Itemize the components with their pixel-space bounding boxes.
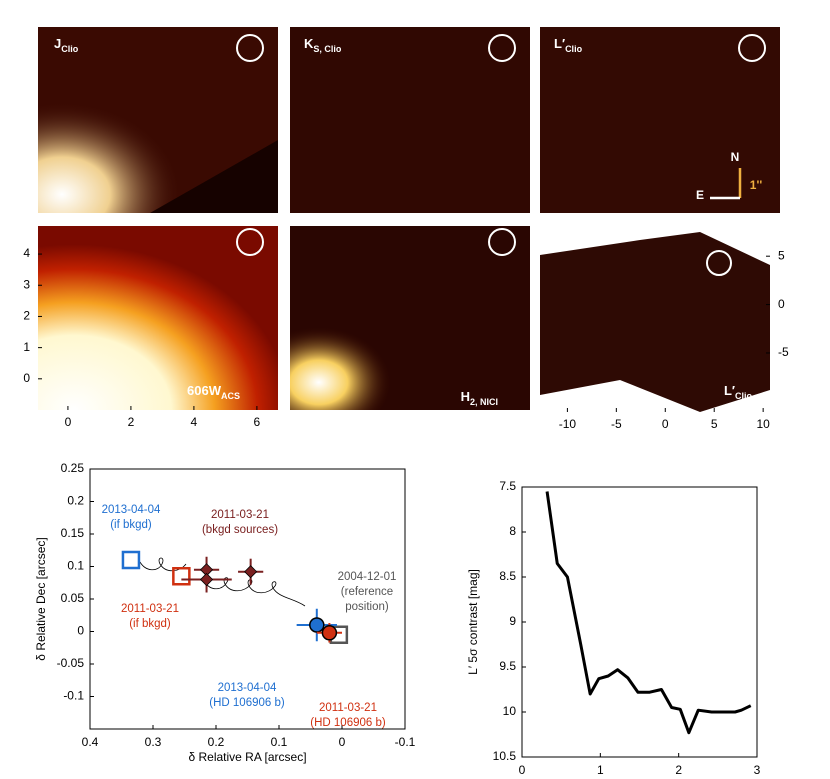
label-main: 606W xyxy=(187,383,222,398)
y-tick-label: 1 xyxy=(23,340,30,354)
y-tick-label: 0 xyxy=(77,624,84,638)
annotation: 2011-03-21 xyxy=(121,603,179,615)
x-tick-label: 0.3 xyxy=(145,735,162,749)
annotation: 2004-12-01 xyxy=(338,571,397,583)
x-tick-label: 0.2 xyxy=(208,735,225,749)
label-main: H xyxy=(461,389,470,404)
x-tick-label: 0 xyxy=(519,763,526,777)
annotation: (if bkgd) xyxy=(110,519,152,531)
y-tick-label: 7.5 xyxy=(499,479,516,493)
panel-label: 606WACS xyxy=(187,383,240,401)
annotation: (HD 106906 b) xyxy=(209,697,285,709)
y-tick-label: 9.5 xyxy=(499,659,516,673)
y-tick-label: 9 xyxy=(509,614,516,628)
compass-east: E xyxy=(696,188,704,202)
y-tick-label: 0 xyxy=(778,297,785,311)
x-tick-label: 0.1 xyxy=(271,735,288,749)
x-tick-label: 2 xyxy=(675,763,682,777)
x-tick-label: -10 xyxy=(559,417,577,431)
contrast-frame xyxy=(521,486,758,758)
y-tick-label: 0.15 xyxy=(61,526,85,540)
label-sub: Clio xyxy=(565,44,583,54)
y-tick-label: 10 xyxy=(503,704,517,718)
circle-marker xyxy=(309,617,325,633)
label-main: J xyxy=(54,36,61,51)
contrast-curve xyxy=(545,491,752,735)
annotation: 2013-04-04 xyxy=(218,682,277,694)
label-main: L′ xyxy=(724,383,735,398)
annotation: (reference xyxy=(341,586,393,598)
diamond-marker xyxy=(244,565,258,579)
x-tick-label: -0.1 xyxy=(395,735,416,749)
y-tick-label: 0 xyxy=(23,371,30,385)
compass-scale: 1'' xyxy=(750,178,763,192)
x-tick-label: 0.4 xyxy=(82,735,99,749)
x-tick-label: 4 xyxy=(191,415,198,429)
y-axis-label: δ Relative Dec [arcsec] xyxy=(34,537,48,660)
image-mask xyxy=(150,140,278,213)
x-tick-label: 0 xyxy=(339,735,346,749)
y-tick-label: 4 xyxy=(23,246,30,260)
label-sub: Clio xyxy=(735,391,753,401)
y-tick-label: 8 xyxy=(509,524,516,538)
parallax-track xyxy=(139,557,306,607)
label-main: L′ xyxy=(554,36,565,51)
y-tick-label: -0.05 xyxy=(57,656,85,670)
annotation: position) xyxy=(345,601,389,613)
annotation: (HD 106906 b) xyxy=(310,717,386,729)
y-tick-label: 5 xyxy=(778,248,785,262)
y-tick-label: 0.05 xyxy=(61,591,85,605)
x-tick-label: 3 xyxy=(754,763,761,777)
y-tick-label: -0.1 xyxy=(63,689,84,703)
panel-label: L′Clio xyxy=(554,36,583,54)
image-606w xyxy=(38,226,278,410)
panel-label: KS, Clio xyxy=(304,36,342,54)
y-tick-label: 10.5 xyxy=(493,749,517,763)
x-tick-label: 0 xyxy=(662,417,669,431)
label-sub: Clio xyxy=(61,44,79,54)
y-tick-label: 0.25 xyxy=(61,461,85,475)
square-marker xyxy=(121,550,141,570)
circle-marker xyxy=(321,625,338,641)
annotation: (if bkgd) xyxy=(129,618,171,630)
square-marker xyxy=(172,567,191,586)
x-tick-label: 1 xyxy=(597,763,604,777)
y-tick-label: 3 xyxy=(23,277,30,291)
annotation: 2013-04-04 xyxy=(102,504,161,516)
compass-north: N xyxy=(731,150,740,164)
y-tick-label: 0.2 xyxy=(67,494,84,508)
x-tick-label: 0 xyxy=(65,415,72,429)
panel-label: H2, NICI xyxy=(461,389,498,407)
annotation: 2011-03-21 xyxy=(211,509,269,521)
label-sub: ACS xyxy=(221,391,240,401)
y-tick-label: -5 xyxy=(778,345,789,359)
image-l xyxy=(540,27,780,213)
diamond-marker xyxy=(199,572,214,587)
label-sub: 2, NICI xyxy=(470,397,498,407)
y-tick-label: 0.1 xyxy=(67,559,84,573)
label-main: K xyxy=(304,36,314,51)
label-sub: S, Clio xyxy=(313,44,342,54)
y-tick-label: 2 xyxy=(23,309,30,323)
image-glow xyxy=(290,226,530,410)
y-axis-label: L′ 5σ contrast [mag] xyxy=(466,569,480,675)
x-tick-label: 6 xyxy=(254,415,261,429)
image-ks xyxy=(290,27,530,213)
y-tick-label: 8.5 xyxy=(499,569,516,583)
panel-label: L′Clio xyxy=(724,383,753,401)
x-tick-label: 10 xyxy=(756,417,770,431)
x-tick-label: -5 xyxy=(611,417,622,431)
panel-label: JClio xyxy=(54,36,79,54)
annotation: (bkgd sources) xyxy=(202,524,278,536)
companion-circles xyxy=(236,34,766,276)
x-axis-label: δ Relative RA [arcsec] xyxy=(188,750,306,764)
image-l-mosaic xyxy=(540,232,770,412)
x-tick-label: 5 xyxy=(711,417,718,431)
annotation: 2011-03-21 xyxy=(319,702,377,714)
x-tick-label: 2 xyxy=(128,415,135,429)
